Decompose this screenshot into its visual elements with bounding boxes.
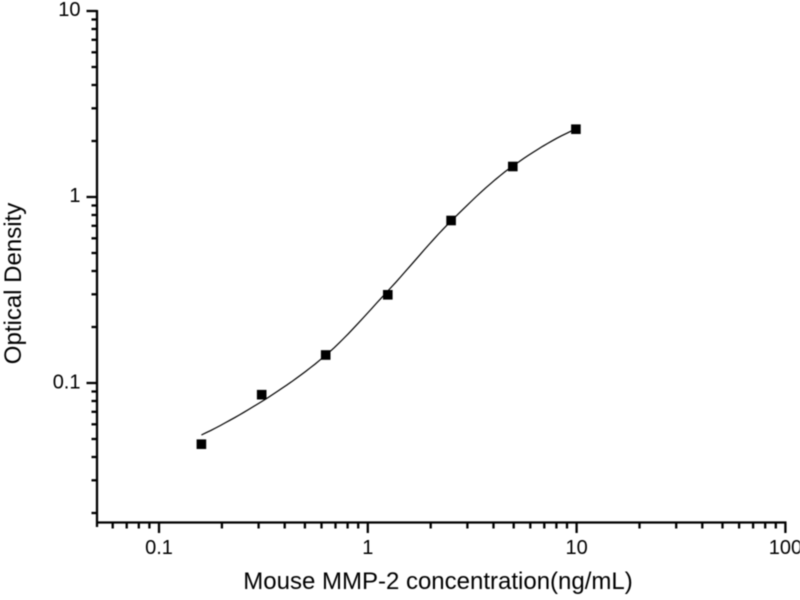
- svg-text:1: 1: [362, 537, 373, 559]
- svg-text:0.1: 0.1: [53, 372, 81, 394]
- svg-text:10: 10: [565, 537, 587, 559]
- svg-text:0.1: 0.1: [145, 537, 173, 559]
- svg-text:Optical Density: Optical Density: [0, 203, 27, 364]
- svg-text:1: 1: [69, 185, 80, 207]
- svg-text:10: 10: [58, 0, 80, 21]
- svg-text:Mouse MMP-2 concentration(ng/m: Mouse MMP-2 concentration(ng/mL): [243, 568, 632, 595]
- svg-text:100: 100: [769, 537, 800, 559]
